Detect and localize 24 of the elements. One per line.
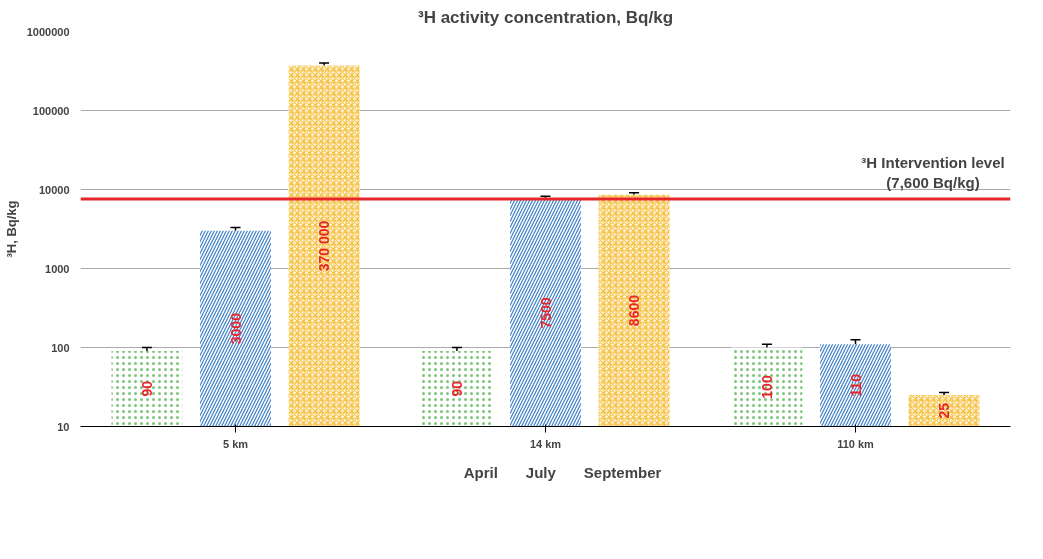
y-tick-label: 1000000 <box>26 25 70 38</box>
data-label: 370 000 <box>316 220 333 272</box>
text: September <box>583 463 662 481</box>
data-label: 90 <box>138 380 155 397</box>
text: April <box>463 463 498 481</box>
y-tick-label: 100 <box>51 341 70 354</box>
y-tick-label: 1000 <box>45 262 70 275</box>
ref-line-label: ³H Intervention level (7,600 Bq/kg) <box>861 153 1005 191</box>
data-label: 100 <box>758 375 775 399</box>
text: July <box>525 463 556 481</box>
data-label: 25 <box>936 402 953 419</box>
data-label: 110 <box>847 373 864 397</box>
y-tick-label: 100000 <box>32 104 70 117</box>
data-label: 3000 <box>227 312 244 345</box>
data-label: 7500 <box>537 297 554 329</box>
x-tick-label: 14 km <box>529 437 562 450</box>
y-tick-label: 10000 <box>38 183 70 196</box>
data-label: 90 <box>448 380 465 397</box>
chart-title: ³H activity concentration, Bq/kg <box>417 7 674 27</box>
y-tick-label: 10 <box>57 420 70 433</box>
x-tick-label: 110 km <box>837 437 875 450</box>
data-label: 8600 <box>626 294 643 327</box>
y-axis-title: ³H, Bq/kg <box>3 200 19 258</box>
x-tick-label: 5 km <box>222 437 249 450</box>
